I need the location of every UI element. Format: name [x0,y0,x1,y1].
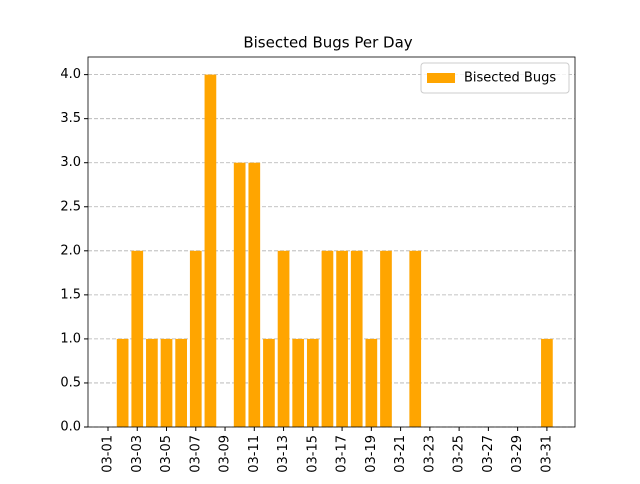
x-tick-label: 03-25 [452,435,467,473]
x-tick-label: 03-09 [218,435,233,473]
x-tick-label: 03-31 [539,435,554,473]
bar [350,250,363,427]
y-tick-label: 4.0 [60,67,81,82]
y-tick-label: 3.0 [60,155,81,170]
bar [409,250,422,427]
chart-title: Bisected Bugs Per Day [243,34,412,52]
y-tick-label: 1.0 [60,331,81,346]
y-tick-label: 2.0 [60,243,81,258]
x-tick-label: 03-19 [364,435,379,473]
legend-swatch [427,73,455,83]
y-tick-label: 0.0 [60,420,81,435]
legend: Bisected Bugs [420,62,570,94]
bar [175,338,188,427]
bar [541,338,553,427]
bar [321,250,334,427]
x-tick-label: 03-17 [335,435,350,473]
x-tick-label: 03-03 [130,435,145,473]
bar [233,162,246,427]
bar [189,250,202,427]
bar [116,338,129,427]
bar [380,250,392,427]
plot-frame [87,56,576,428]
x-tick-label: 03-29 [510,435,525,473]
bar [292,338,305,427]
bar [131,250,144,427]
bar [248,162,261,427]
bar [160,338,173,427]
x-tick-label: 03-23 [422,435,437,473]
bar [277,250,290,427]
x-tick-label: 03-01 [101,435,116,473]
y-tick-label: 2.5 [60,199,81,214]
x-tick-label: 03-27 [481,435,496,473]
x-tick-label: 03-05 [159,435,174,473]
bar [204,74,217,427]
x-tick-label: 03-15 [305,435,320,473]
bar [336,250,348,427]
y-tick-label: 1.5 [60,287,81,302]
bar [365,338,378,427]
x-tick-label: 03-21 [393,435,408,473]
x-tick-label: 03-13 [276,435,291,473]
y-tick-label: 0.5 [60,375,81,390]
legend-label: Bisected Bugs [464,71,556,86]
y-tick-label: 3.5 [60,111,81,126]
legend-frame [420,62,570,94]
bar [146,338,158,427]
bar [263,338,275,427]
bar [306,338,319,427]
x-tick-label: 03-11 [247,435,262,473]
x-tick-label: 03-07 [188,435,203,473]
